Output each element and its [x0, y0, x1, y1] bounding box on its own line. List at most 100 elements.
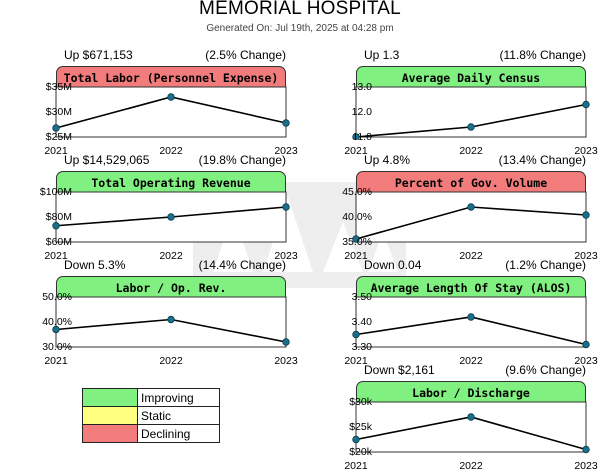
x-tick-label: 2021 [344, 250, 368, 262]
kpi-panel-0: Up $671,153 (2.5% Change) Total Labor (Per… [44, 48, 306, 158]
x-tick-label: 2023 [274, 250, 298, 262]
data-point-2022 [467, 313, 475, 321]
kpi-title: Total Operating Revenue [56, 171, 286, 192]
kpi-line-chart [52, 86, 290, 138]
y-tick-label: 3.40 [351, 316, 372, 328]
data-point-2021 [52, 222, 60, 230]
kpi-change-percent: (14.4% Change) [198, 258, 286, 272]
data-point-2022 [167, 315, 175, 324]
legend-label-improving: Improving [137, 388, 220, 407]
kpi-title: Average Daily Census [356, 66, 586, 87]
page-title: MEMORIAL HOSPITAL [199, 0, 401, 19]
kpi-change-percent: (11.8% Change) [499, 48, 587, 62]
kpi-change-percent: (1.2% Change) [505, 258, 586, 272]
x-tick-label: 2022 [459, 145, 483, 157]
x-tick-label: 2023 [574, 460, 598, 472]
x-tick-label: 2023 [574, 355, 598, 367]
kpi-line-chart [352, 401, 590, 454]
kpi-panel-5: Down 0.04 (1.2% Change) Average Length Of … [344, 258, 600, 368]
kpi-title: Average Length Of Stay (ALOS) [356, 276, 586, 297]
y-tick-label: $80M [45, 211, 72, 223]
y-tick-label: 3.50 [351, 291, 372, 303]
x-tick-label: 2021 [44, 355, 68, 367]
x-tick-label: 2022 [159, 250, 183, 262]
y-tick-label: 40.0% [342, 211, 372, 223]
data-point-2021 [352, 133, 360, 139]
kpi-change-value: Up $671,153 [64, 48, 133, 62]
legend-swatch-improving [82, 388, 138, 407]
x-tick-label: 2021 [344, 355, 368, 367]
y-tick-label: $60M [45, 236, 72, 248]
kpi-title: Percent of Gov. Volume [356, 171, 586, 192]
x-tick-label: 2022 [159, 355, 183, 367]
kpi-change-percent: (2.5% Change) [205, 48, 286, 62]
y-tick-label: 30.0% [42, 341, 72, 353]
y-tick-label: 45.0% [342, 186, 372, 198]
generated-timestamp: Generated On: Jul 19th, 2025 at 04:28 pm [206, 23, 394, 34]
kpi-change-value: Down 5.3% [64, 258, 126, 272]
y-tick-label: 11.0 [352, 131, 372, 143]
data-point-2021 [52, 124, 60, 132]
data-point-2022 [167, 213, 175, 221]
y-tick-label: 35.0% [342, 236, 372, 248]
kpi-change-percent: (13.4% Change) [498, 153, 586, 167]
data-point-2022 [167, 93, 175, 101]
x-tick-label: 2022 [459, 355, 483, 367]
x-tick-label: 2023 [274, 355, 298, 367]
y-tick-label: $100M [39, 186, 72, 198]
x-tick-label: 2023 [574, 250, 598, 262]
y-tick-label: $20k [349, 446, 372, 458]
data-point-2022 [467, 413, 475, 421]
y-tick-label: 40.0% [42, 316, 72, 328]
kpi-change-value: Up 1.3 [364, 48, 400, 62]
kpi-panel-3: Up 4.8% (13.4% Change) Percent of Gov. Vol… [342, 153, 600, 263]
kpi-change-value: Up 4.8% [364, 153, 411, 167]
data-point-2021 [52, 325, 60, 334]
x-tick-label: 2021 [44, 145, 68, 157]
kpi-panel-2: Up $14,529,065 (19.8% Change) Total Operat… [40, 153, 306, 263]
legend-swatch-declining [82, 424, 138, 443]
kpi-title: Total Labor (Personnel Expense) [56, 66, 286, 87]
data-point-2023 [582, 100, 590, 109]
legend-label-declining: Declining [137, 424, 220, 443]
x-tick-label: 2022 [459, 250, 483, 262]
kpi-line-chart [52, 296, 290, 348]
kpi-panel-1: Up 1.3 (11.8% Change) Average Daily Census… [344, 48, 600, 158]
kpi-change-value: Down $2,161 [364, 363, 435, 377]
data-point-2023 [282, 203, 290, 211]
kpi-line-chart [352, 86, 590, 139]
kpi-change-percent: (9.6% Change) [505, 363, 586, 377]
legend-item-improving: Improving [82, 388, 220, 407]
kpi-panel-4: Down 5.3% (14.4% Change) Labor / Op. Rev. 5… [42, 258, 306, 368]
data-point-2023 [582, 340, 590, 349]
y-tick-label: 13.0 [351, 81, 372, 93]
kpi-change-percent: (19.8% Change) [198, 153, 286, 167]
x-tick-label: 2021 [44, 250, 68, 262]
y-tick-label: $30k [349, 396, 372, 408]
legend-swatch-static [82, 406, 138, 425]
y-tick-label: $25k [349, 421, 372, 433]
legend: Improving Static Declining [82, 388, 220, 443]
kpi-change-value: Down 0.04 [364, 258, 422, 272]
data-point-2022 [467, 123, 475, 131]
kpi-title: Labor / Discharge [356, 381, 586, 402]
data-point-2023 [582, 211, 590, 219]
data-point-2021 [352, 235, 360, 243]
kpi-line-chart [52, 191, 290, 243]
data-point-2021 [352, 435, 360, 444]
x-tick-label: 2023 [274, 145, 298, 157]
x-tick-label: 2023 [574, 145, 598, 157]
kpi-title: Labor / Op. Rev. [56, 276, 286, 297]
data-point-2021 [352, 330, 360, 339]
data-point-2023 [282, 119, 290, 127]
kpi-panel-6: Down $2,161 (9.6% Change) Labor / Discharg… [344, 363, 600, 473]
plot-frame [355, 401, 587, 453]
y-tick-label: 3.30 [351, 341, 372, 353]
kpi-line-chart [352, 191, 590, 243]
data-point-2023 [582, 445, 590, 454]
legend-item-declining: Declining [82, 424, 220, 443]
kpi-change-value: Up $14,529,065 [64, 153, 150, 167]
x-tick-label: 2021 [344, 145, 368, 157]
data-point-2022 [467, 203, 475, 211]
y-tick-label: 12.0 [351, 106, 372, 118]
